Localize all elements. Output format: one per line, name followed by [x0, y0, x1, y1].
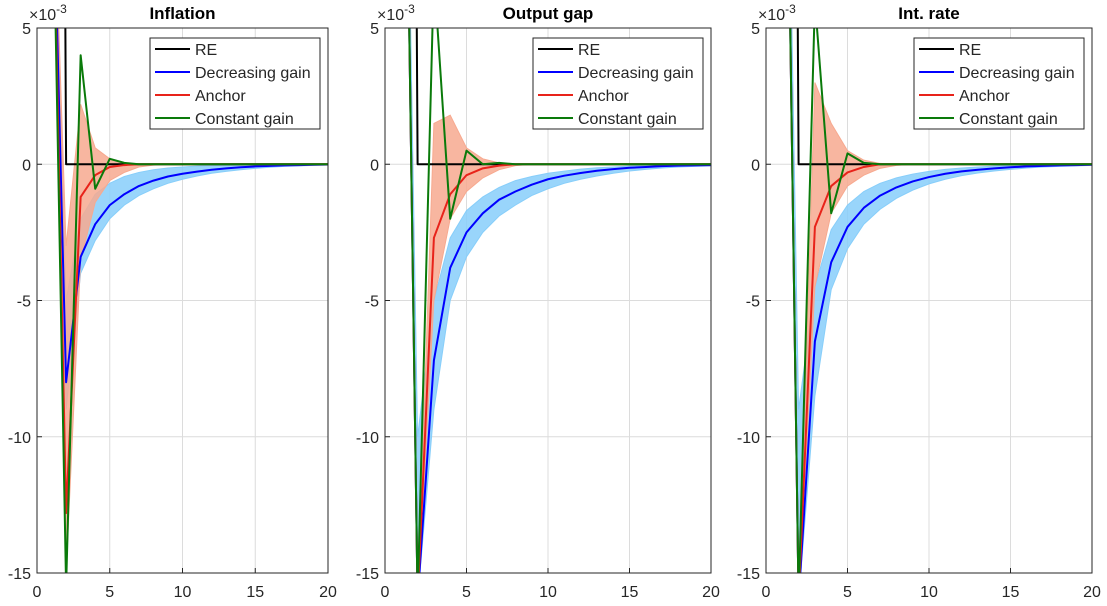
legend-box — [149, 37, 321, 130]
y-tick-label: -15 — [737, 566, 760, 583]
exponent-base: ×10 — [758, 7, 785, 24]
plot-content — [408, 28, 711, 573]
exponent-base: ×10 — [29, 7, 56, 24]
x-tick-label: 0 — [33, 584, 42, 601]
axis-exponent: ×10-3 — [377, 2, 415, 24]
panel: 0 5 10 15 20-15-10-505×10-3 Output gapREDecre… — [356, 2, 720, 601]
y-tick-label: -10 — [8, 430, 31, 447]
y-tick-label: 0 — [370, 157, 379, 174]
x-tick-label: 10 — [174, 584, 192, 601]
chart-title: Inflation — [149, 4, 215, 23]
line-series — [408, 28, 711, 573]
x-tick-label: 0 — [762, 584, 771, 601]
x-tick-label: 5 — [462, 584, 471, 601]
legend: RE Decreasing gain Anchor Constant gain — [532, 37, 704, 130]
panel: 0 5 10 15 20-15-10-505×10-3 InflationREDecrea… — [8, 2, 337, 601]
x-tick-label: 15 — [621, 584, 639, 601]
y-tick-label: 0 — [751, 157, 760, 174]
plot-content — [54, 28, 328, 573]
x-tick-label: 20 — [1083, 584, 1101, 601]
chart-title: Int. rate — [898, 4, 959, 23]
line-series — [789, 28, 1092, 573]
y-tick-label: -10 — [356, 430, 379, 447]
chart-title: Output gap — [503, 4, 594, 23]
exponent-power: -3 — [785, 2, 796, 16]
y-tick-label: -15 — [8, 566, 31, 583]
legend-label: Constant gain — [578, 111, 677, 128]
y-tick-label: -5 — [365, 294, 379, 311]
range-band — [789, 28, 1092, 573]
legend: RE Decreasing gain Anchor Constant gain — [149, 37, 321, 130]
legend-label: Anchor — [959, 88, 1010, 105]
x-tick-label: 0 — [381, 584, 390, 601]
y-tick-label: -5 — [746, 294, 760, 311]
legend-label: Anchor — [578, 88, 629, 105]
x-tick-label: 20 — [702, 584, 720, 601]
exponent-base: ×10 — [377, 7, 404, 24]
x-tick-label: 20 — [319, 584, 337, 601]
y-tick-label: -15 — [356, 566, 379, 583]
legend: RE Decreasing gain Anchor Constant gain — [913, 37, 1085, 130]
legend-box — [913, 37, 1085, 130]
legend-box — [532, 37, 704, 130]
axis-exponent: ×10-3 — [29, 2, 67, 24]
legend-label: Decreasing gain — [195, 65, 311, 82]
exponent-power: -3 — [56, 2, 67, 16]
y-tick-label: 5 — [751, 21, 760, 38]
y-tick-label: -10 — [737, 430, 760, 447]
legend-label: Constant gain — [195, 111, 294, 128]
plot-content — [789, 28, 1092, 573]
legend-label: RE — [195, 42, 217, 59]
legend-label: RE — [959, 42, 981, 59]
line-series — [54, 28, 328, 573]
line-series — [56, 28, 328, 384]
line-series — [408, 28, 711, 573]
legend-label: Constant gain — [959, 111, 1058, 128]
x-tick-label: 10 — [539, 584, 557, 601]
y-tick-label: 0 — [22, 157, 31, 174]
x-tick-label: 15 — [1002, 584, 1020, 601]
panel: 0 5 10 15 20-15-10-505×10-3 Int. rateREDecrea… — [737, 2, 1101, 601]
legend-label: RE — [578, 42, 600, 59]
x-tick-label: 15 — [246, 584, 264, 601]
range-band — [56, 28, 328, 410]
legend-label: Anchor — [195, 88, 246, 105]
legend-label: Decreasing gain — [578, 65, 694, 82]
y-tick-label: -5 — [17, 294, 31, 311]
exponent-power: -3 — [404, 2, 415, 16]
x-tick-label: 10 — [920, 584, 938, 601]
x-tick-label: 5 — [843, 584, 852, 601]
x-tick-label: 5 — [105, 584, 114, 601]
axis-exponent: ×10-3 — [758, 2, 796, 24]
range-band — [408, 28, 711, 573]
y-tick-label: 5 — [22, 21, 31, 38]
y-tick-label: 5 — [370, 21, 379, 38]
line-series — [789, 28, 1092, 573]
legend-label: Decreasing gain — [959, 65, 1075, 82]
